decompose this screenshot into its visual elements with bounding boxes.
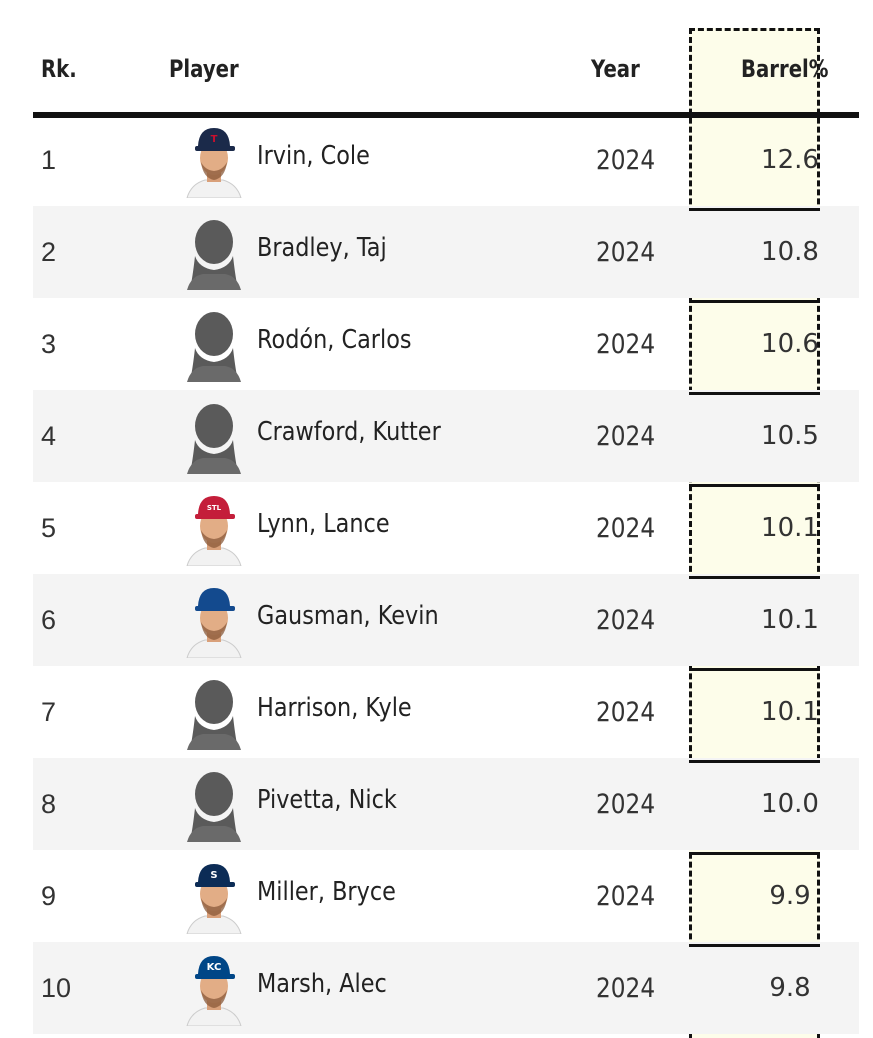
- rank-cell: 7: [41, 696, 57, 727]
- player-name-link[interactable]: Irvin, Cole: [257, 141, 370, 171]
- player-name-link[interactable]: Crawford, Kutter: [257, 417, 441, 447]
- player-name-link[interactable]: Miller, Bryce: [257, 877, 396, 907]
- barrel-pct-cell: 10.1: [761, 697, 819, 727]
- barrel-pct-cell: 9.9: [769, 881, 811, 911]
- year-cell: 2024: [596, 144, 656, 176]
- year-cell: 2024: [596, 880, 656, 912]
- table-row[interactable]: 4 Crawford, Kutter 2024 10.5: [33, 390, 859, 482]
- barrel-pct-cell: 10.1: [761, 605, 819, 635]
- player-name-link[interactable]: Marsh, Alec: [257, 969, 387, 999]
- barrel-pct-cell: 10.8: [761, 237, 819, 267]
- player-silhouette-icon: [187, 404, 241, 474]
- table-body: 1 T Irvin, Cole 2024 12.6 2 Bradley, Taj…: [33, 114, 859, 1034]
- player-photo[interactable]: STL: [183, 482, 245, 574]
- player-silhouette-icon: [187, 312, 241, 382]
- barrel-row-divider: [689, 944, 820, 947]
- player-silhouette-icon: [187, 680, 241, 750]
- table-row[interactable]: 3 Rodón, Carlos 2024 10.6: [33, 298, 859, 390]
- table-row[interactable]: 6 Gausman, Kevin 2024 10.1: [33, 574, 859, 666]
- table-row[interactable]: 2 Bradley, Taj 2024 10.8: [33, 206, 859, 298]
- player-headshot-icon: S: [186, 864, 242, 934]
- player-name-link[interactable]: Harrison, Kyle: [257, 693, 412, 723]
- player-photo[interactable]: T: [183, 114, 245, 206]
- player-photo[interactable]: [183, 574, 245, 666]
- rank-cell: 2: [41, 236, 57, 267]
- player-photo[interactable]: [183, 390, 245, 482]
- barrel-pct-cell: 10.5: [761, 421, 819, 451]
- svg-text:KC: KC: [207, 962, 222, 973]
- rank-cell: 1: [41, 144, 57, 175]
- year-cell: 2024: [596, 420, 656, 452]
- player-silhouette-icon: [187, 220, 241, 290]
- player-headshot-icon: T: [186, 128, 242, 198]
- year-cell: 2024: [596, 696, 656, 728]
- year-cell: 2024: [596, 328, 656, 360]
- svg-text:S: S: [210, 870, 217, 881]
- svg-text:T: T: [211, 134, 218, 145]
- barrel-row-divider: [689, 852, 820, 855]
- year-cell: 2024: [596, 604, 656, 636]
- barrel-row-divider: [689, 208, 820, 211]
- table-row[interactable]: 10 KC Marsh, Alec 2024 9.8: [33, 942, 859, 1034]
- leaderboard-table: Rk. Player Year Barrel% 1 T Irvin, Cole …: [33, 0, 859, 1034]
- year-cell: 2024: [596, 512, 656, 544]
- barrel-pct-cell: 10.1: [761, 513, 819, 543]
- header-player[interactable]: Player: [169, 55, 239, 83]
- rank-cell: 9: [41, 880, 57, 911]
- rank-cell: 8: [41, 788, 57, 819]
- table-row[interactable]: 1 T Irvin, Cole 2024 12.6: [33, 114, 859, 206]
- player-name-link[interactable]: Lynn, Lance: [257, 509, 390, 539]
- svg-text:STL: STL: [207, 504, 222, 512]
- player-photo[interactable]: [183, 298, 245, 390]
- year-cell: 2024: [596, 236, 656, 268]
- year-cell: 2024: [596, 972, 656, 1004]
- player-photo[interactable]: [183, 206, 245, 298]
- barrel-row-divider: [689, 760, 820, 763]
- table-row[interactable]: 9 S Miller, Bryce 2024 9.9: [33, 850, 859, 942]
- table-row[interactable]: 5 STL Lynn, Lance 2024 10.1: [33, 482, 859, 574]
- barrel-pct-cell: 10.0: [761, 789, 819, 819]
- rank-cell: 6: [41, 604, 57, 635]
- barrel-row-divider: [689, 392, 820, 395]
- player-headshot-icon: STL: [186, 496, 242, 566]
- player-photo[interactable]: [183, 758, 245, 850]
- player-name-link[interactable]: Bradley, Taj: [257, 233, 387, 263]
- player-headshot-icon: [186, 588, 242, 658]
- player-photo[interactable]: S: [183, 850, 245, 942]
- barrel-row-divider: [689, 576, 820, 579]
- table-header: Rk. Player Year Barrel%: [33, 0, 859, 118]
- year-cell: 2024: [596, 788, 656, 820]
- player-name-link[interactable]: Pivetta, Nick: [257, 785, 397, 815]
- barrel-pct-cell: 12.6: [761, 145, 819, 175]
- player-name-link[interactable]: Rodón, Carlos: [257, 325, 412, 355]
- barrel-pct-cell: 9.8: [769, 973, 811, 1003]
- header-divider: [33, 112, 859, 118]
- rank-cell: 5: [41, 512, 57, 543]
- header-rank[interactable]: Rk.: [41, 55, 77, 83]
- player-silhouette-icon: [187, 772, 241, 842]
- barrel-pct-cell: 10.6: [761, 329, 819, 359]
- header-year[interactable]: Year: [591, 55, 640, 83]
- rank-cell: 4: [41, 420, 57, 451]
- header-barrel-pct[interactable]: Barrel%: [741, 55, 829, 83]
- player-photo[interactable]: KC: [183, 942, 245, 1034]
- barrel-row-divider: [689, 484, 820, 487]
- rank-cell: 3: [41, 328, 57, 359]
- barrel-column-highlight: [689, 28, 820, 1038]
- player-name-link[interactable]: Gausman, Kevin: [257, 601, 439, 631]
- table-row[interactable]: 8 Pivetta, Nick 2024 10.0: [33, 758, 859, 850]
- player-photo[interactable]: [183, 666, 245, 758]
- barrel-row-divider: [689, 300, 820, 303]
- barrel-row-divider: [689, 668, 820, 671]
- player-headshot-icon: KC: [186, 956, 242, 1026]
- table-row[interactable]: 7 Harrison, Kyle 2024 10.1: [33, 666, 859, 758]
- rank-cell: 10: [41, 972, 72, 1003]
